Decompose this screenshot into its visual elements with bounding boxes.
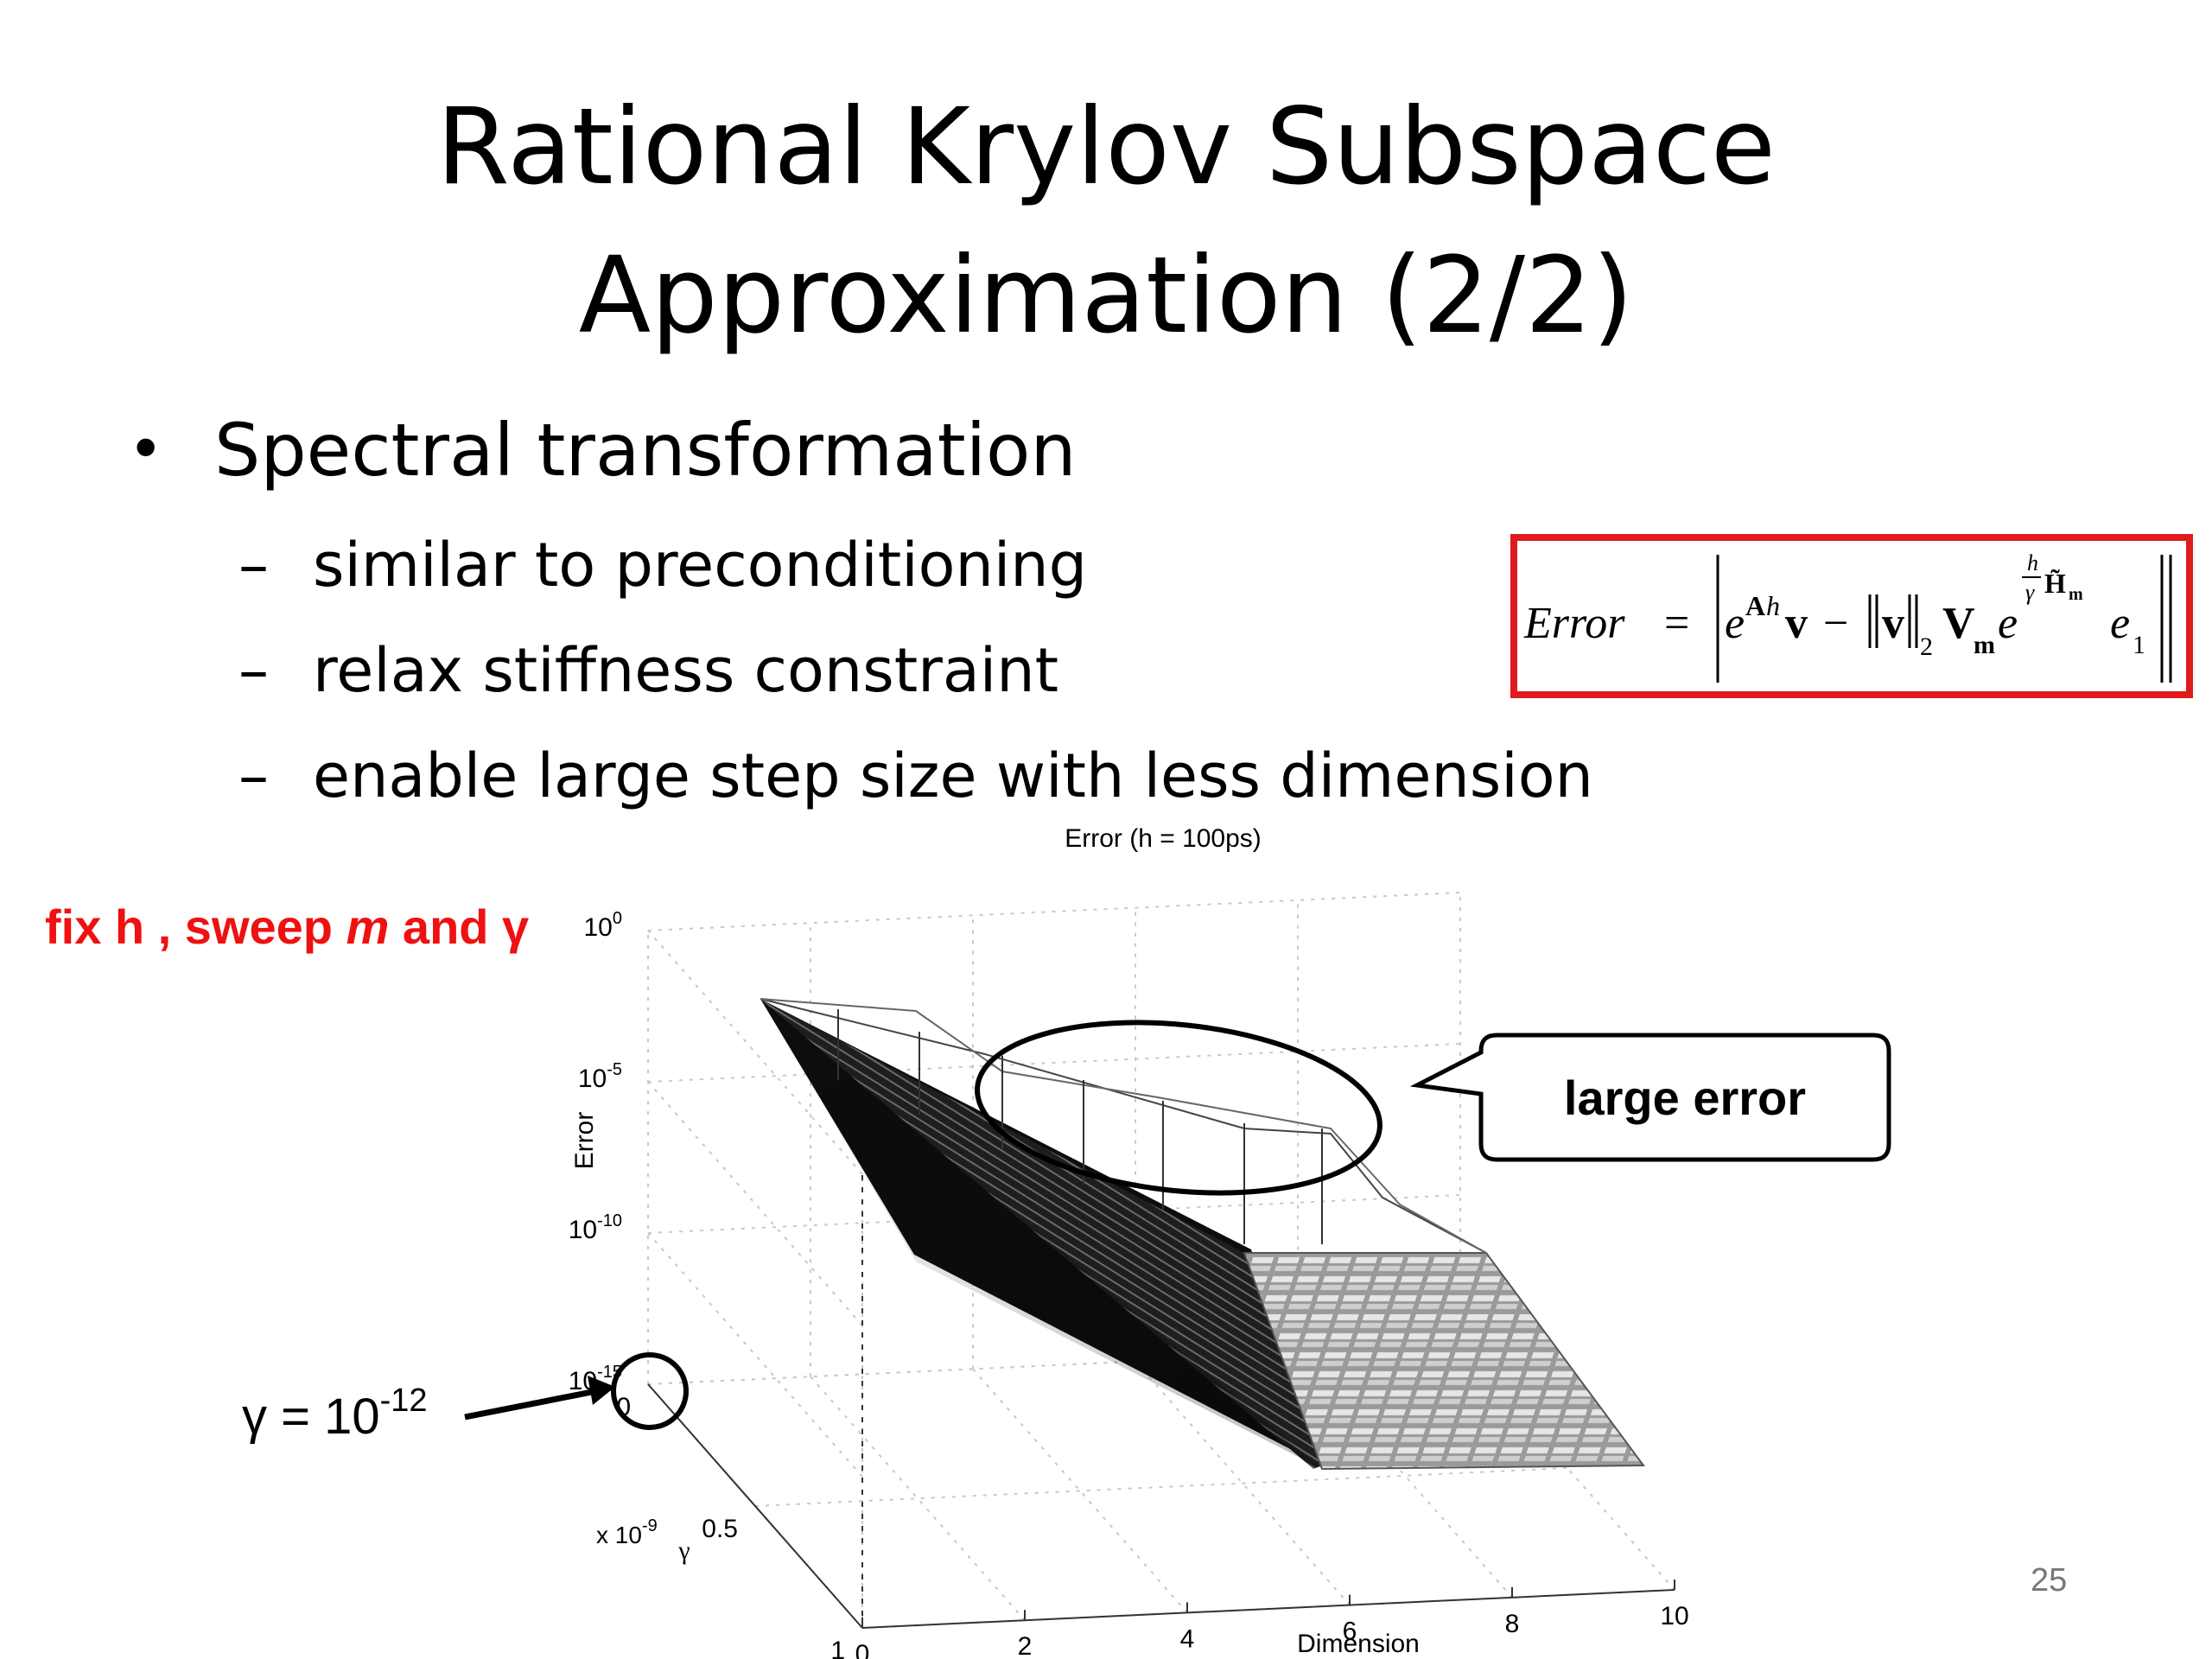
title-line-2: Approximation (2/2) (578, 234, 1634, 357)
formula-e1: e (2110, 599, 2130, 648)
z-tick-label: 10-10 (569, 1211, 622, 1244)
dash-icon: – (238, 635, 269, 706)
y-axis-label: γ (677, 1536, 690, 1565)
formula-e2: e (1998, 599, 2018, 648)
grid-line (647, 1345, 1461, 1385)
x-tick-label: 4 (1180, 1624, 1195, 1653)
error-formula: Error = e A h v − v 2 V m e h γ H̃ m e 1 (1523, 550, 2172, 683)
grid-line (1135, 1360, 1351, 1606)
grid-line (647, 1232, 863, 1478)
formula-exp-base: e (1725, 599, 1745, 648)
formula-H-sub: m (2069, 585, 2083, 604)
chart-axes (647, 1174, 1675, 1629)
formula-V: V (1942, 599, 1975, 648)
z-axis-label: Error (570, 1112, 599, 1170)
slide-title: Rational Krylov Subspace Approximation (… (0, 73, 2212, 370)
surface-mesh (760, 998, 1645, 1471)
surface-shade (760, 999, 1322, 1469)
formula-minus: − (1823, 599, 1848, 648)
sub-bullet-2: – relax stiffness constraint (238, 634, 1058, 707)
surface-top-edge-2 (760, 998, 1487, 1254)
surface-top-edge (760, 998, 1487, 1254)
bullet-dot-icon: • (128, 414, 164, 485)
formula-e1-sub: 1 (2133, 631, 2145, 659)
grid-line (754, 1467, 1568, 1507)
sub-bullet-1: – similar to preconditioning (238, 529, 1087, 601)
sweep-note-m: m (346, 899, 390, 954)
error-formula-box: Error = e A h v − v 2 V m e h γ H̃ m e 1 (1510, 534, 2193, 698)
formula-v: v (1785, 599, 1808, 648)
chart-title: Error (h = 100ps) (1065, 824, 1262, 853)
grid-line (972, 1368, 1188, 1614)
grid-line (647, 892, 1461, 931)
y-multiplier: x 10-9 (596, 1516, 658, 1548)
y-tick-label: 0.5 (702, 1515, 738, 1543)
large-error-ellipse (975, 1020, 1382, 1196)
gamma-arrow-shaft (464, 1388, 597, 1421)
gamma-base: γ = 10 (242, 1389, 380, 1445)
sweep-note-part2: and γ (389, 899, 530, 954)
x-tick-label: 6 (1343, 1618, 1357, 1646)
bullet-spectral-transformation: • Spectral transformation (128, 406, 1077, 493)
y-tick-label: 1 (830, 1637, 845, 1659)
y-axis-line (647, 1383, 863, 1629)
grid-line (647, 930, 863, 1175)
formula-frac-den: γ (2025, 580, 2035, 605)
sub-bullet-text: relax stiffness constraint (313, 635, 1059, 706)
gamma-value-label: γ = 10-12 (242, 1382, 428, 1446)
gamma-zero-circle (611, 1352, 689, 1430)
callout-label: large error (1563, 1071, 1807, 1125)
formula-exp-h: h (1766, 590, 1780, 621)
sub-bullet-3: – enable large step size with less dimens… (238, 740, 1593, 812)
dash-icon: – (238, 530, 269, 601)
page-number: 25 (2031, 1562, 2068, 1599)
sweep-note: fix h , sweep m and γ (45, 899, 529, 955)
gamma-arrow-head-icon (588, 1376, 615, 1405)
formula-norm-v: v (1882, 599, 1904, 648)
dash-icon: – (238, 741, 269, 811)
formula-norm-sub: 2 (1920, 632, 1933, 661)
x-axis-label: Dimension (1297, 1630, 1420, 1658)
title-line-1: Rational Krylov Subspace (436, 86, 1776, 208)
x-tick-label: 10 (1660, 1602, 1688, 1630)
formula-exp-A: A (1745, 590, 1765, 621)
bullet-text: Spectral transformation (214, 408, 1077, 493)
grid-line (810, 1376, 1026, 1621)
formula-equals: = (1664, 599, 1689, 648)
grid-line (647, 1081, 863, 1326)
sub-bullet-text: enable large step size with less dimensi… (313, 741, 1593, 811)
formula-V-sub: m (1974, 631, 1995, 659)
z-tick-label: 10-5 (578, 1060, 622, 1093)
gamma-exp: -12 (379, 1382, 428, 1419)
formula-lhs: Error (1523, 599, 1625, 648)
z-tick-label: 100 (584, 909, 623, 942)
x-axis-line (861, 1589, 1675, 1629)
x-tick-label: 2 (1018, 1632, 1033, 1659)
x-tick-label: 0 (855, 1640, 870, 1659)
x-tick-label: 8 (1505, 1610, 1520, 1638)
formula-frac-num: h (2027, 550, 2038, 575)
large-error-callout (1409, 1033, 1891, 1162)
grid-line (647, 1043, 1461, 1083)
sub-bullet-text: similar to preconditioning (313, 530, 1088, 601)
formula-H: H̃ (2044, 568, 2066, 599)
sweep-note-part1: fix h , sweep (45, 899, 346, 954)
surface-flat-region (1243, 1252, 1645, 1471)
surface-vertical-ribs (837, 1009, 1323, 1244)
